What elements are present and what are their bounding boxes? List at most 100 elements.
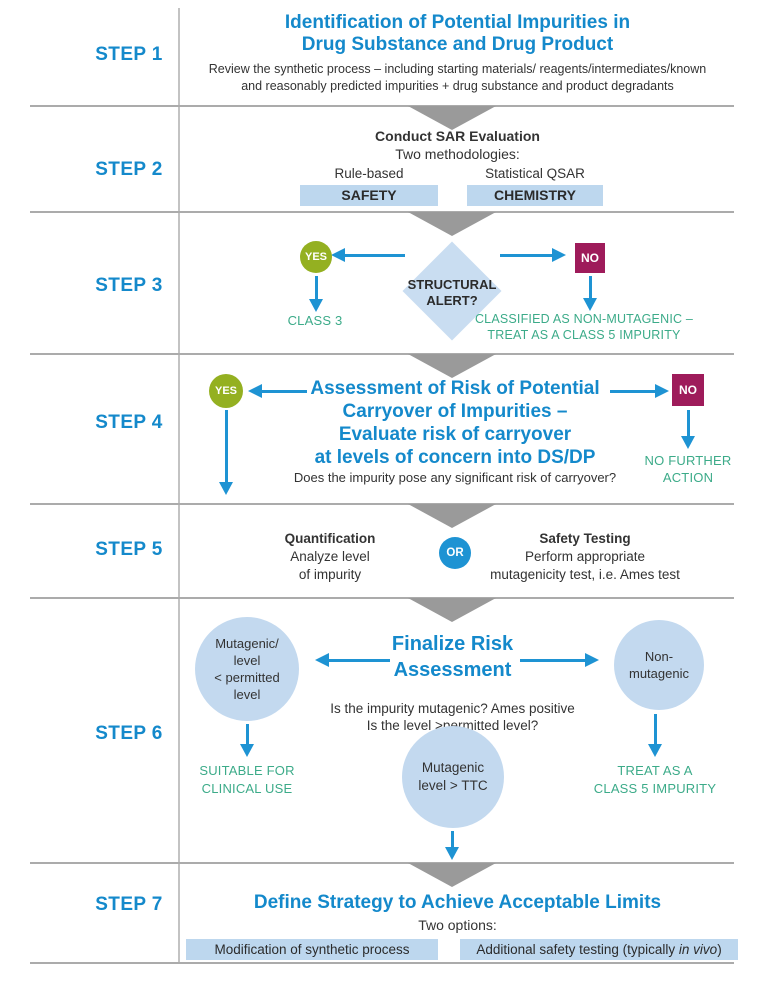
no-result-line1: CLASSIFIED AS NON-MUTAGENIC – [474, 312, 694, 326]
right-down-line [654, 714, 657, 745]
left-down-line [246, 724, 249, 745]
step4-title-line1: Assessment of Risk of Potential [310, 378, 600, 399]
flow-down-arrow-icon [408, 354, 496, 378]
option2-prefix: Additional safety testing (typically [476, 942, 679, 957]
no-down-line [687, 410, 690, 437]
right-result-line1: TREAT AS A [617, 763, 693, 778]
step-label-6: STEP 6 [95, 723, 163, 744]
divider-line [30, 862, 734, 864]
no-badge: NO [575, 243, 605, 273]
divider-line [30, 211, 734, 213]
step4-title-line2: Carryover of Impurities – [342, 401, 568, 422]
step1-desc-line1: Review the synthetic process – including… [208, 62, 707, 76]
arrow-left-icon [248, 384, 262, 398]
step6-sub-line2: Is the level >permitted level? [366, 718, 539, 733]
step2-sub: Two methodologies: [395, 146, 520, 162]
step-label-4: STEP 4 [95, 412, 163, 433]
step-label-2: STEP 2 [95, 159, 163, 180]
left-circle-line3: < permitted [214, 670, 280, 685]
arrow-down-icon [309, 299, 323, 312]
diamond-line2: ALERT? [426, 293, 478, 308]
step4-title-line3: Evaluate risk of carryover [338, 424, 572, 445]
step5-left-heading: Quantification [284, 531, 376, 546]
divider-line [30, 962, 734, 964]
step-column-divider [178, 8, 180, 962]
step1-desc-line2: and reasonably predicted impurities + dr… [241, 78, 674, 93]
step-label-5: STEP 5 [95, 539, 163, 560]
arrow-left-line [328, 659, 390, 662]
step7-sub: Two options: [418, 917, 497, 933]
no-badge: NO [672, 374, 704, 406]
no-down-line [589, 276, 592, 299]
yes-long-down-line [225, 410, 228, 483]
flow-down-arrow-icon [408, 504, 496, 528]
arrow-down-icon [681, 436, 695, 449]
divider-line [30, 353, 734, 355]
divider-line [30, 503, 734, 505]
step2-heading: Conduct SAR Evaluation [375, 128, 540, 144]
yes-badge: YES [300, 241, 332, 273]
step7-title: Define Strategy to Achieve Acceptable Li… [253, 892, 662, 913]
flow-down-arrow-icon [408, 863, 496, 887]
left-circle-line4: level [233, 687, 261, 702]
step5-quantification-block: Quantification Analyze level of impurity [250, 530, 410, 584]
step6-title: Finalize Risk Assessment [330, 631, 575, 683]
step-label-1: STEP 1 [95, 44, 163, 65]
arrow-down-icon [219, 482, 233, 495]
arrow-left-icon [315, 653, 329, 667]
step5-right-line1: Perform appropriate [524, 549, 646, 564]
left-circle-line2: level [233, 653, 261, 668]
step5-left-line1: Analyze level [290, 549, 370, 564]
step6-title-line2: Assessment [393, 659, 512, 681]
step-label-3: STEP 3 [95, 275, 163, 296]
step4-title-line4: at levels of concern into DS/DP [314, 447, 596, 468]
no-result-line2: ACTION [662, 470, 714, 485]
divider-line [30, 105, 734, 107]
right-circle-line2: mutagenic [629, 666, 689, 681]
option2-suffix: ) [717, 942, 722, 957]
step5-right-line2: mutagenicity test, i.e. Ames test [490, 567, 680, 582]
step1-title-line2: Drug Substance and Drug Product [301, 34, 614, 55]
right-result-line2: CLASS 5 IMPURITY [593, 780, 717, 796]
arrow-down-icon [445, 847, 459, 860]
arrow-right-icon [552, 248, 566, 262]
center-circle-line2: level > TTC [418, 778, 488, 793]
center-circle-line1: Mutagenic [421, 760, 485, 775]
center-down-line [451, 831, 454, 848]
decision-diamond-label: STRUCTURAL ALERT? [372, 277, 532, 309]
arrow-down-icon [240, 744, 254, 757]
step-label-7: STEP 7 [95, 894, 163, 915]
arrow-down-icon [583, 298, 597, 311]
no-result-line2: TREAT AS A CLASS 5 IMPURITY [487, 328, 681, 342]
mutagenic-below-limit-circle: Mutagenic/ level < permitted level [195, 617, 299, 721]
arrow-right-line [610, 390, 655, 393]
arrow-right-line [520, 659, 585, 662]
step2-col1-label: Rule-based [334, 166, 404, 181]
yes-down-line [315, 276, 318, 300]
step1-title-line1: Identification of Potential Impurities i… [284, 12, 631, 33]
non-mutagenic-circle: Non- mutagenic [614, 620, 704, 710]
left-result-line2: CLINICAL USE [201, 780, 293, 796]
step6-title-line1: Finalize Risk [391, 633, 514, 655]
step6-right-result: TREAT AS A CLASS 5 IMPURITY [585, 762, 725, 797]
arrow-left-line [261, 390, 307, 393]
flow-down-arrow-icon [408, 106, 496, 130]
flow-down-arrow-icon [408, 598, 496, 622]
step5-left-line2: of impurity [298, 567, 362, 582]
step7-option1-box: Modification of synthetic process [186, 939, 438, 960]
step4-question: Does the impurity pose any significant r… [293, 470, 617, 485]
arrow-down-icon [648, 744, 662, 757]
divider-line [30, 597, 734, 599]
left-result-line1: SUITABLE FOR [199, 763, 295, 778]
yes-badge: YES [209, 374, 243, 408]
flow-down-arrow-icon [408, 212, 496, 236]
arrow-left-icon [331, 248, 345, 262]
step6-left-result: SUITABLE FOR CLINICAL USE [177, 762, 317, 797]
or-badge: OR [439, 537, 471, 569]
arrow-left-line [344, 254, 405, 257]
arrow-right-line [500, 254, 552, 257]
arrow-right-icon [655, 384, 669, 398]
step6-sub-line1: Is the impurity mutagenic? Ames positive [330, 701, 575, 716]
step2-col2-box: CHEMISTRY [467, 185, 603, 206]
